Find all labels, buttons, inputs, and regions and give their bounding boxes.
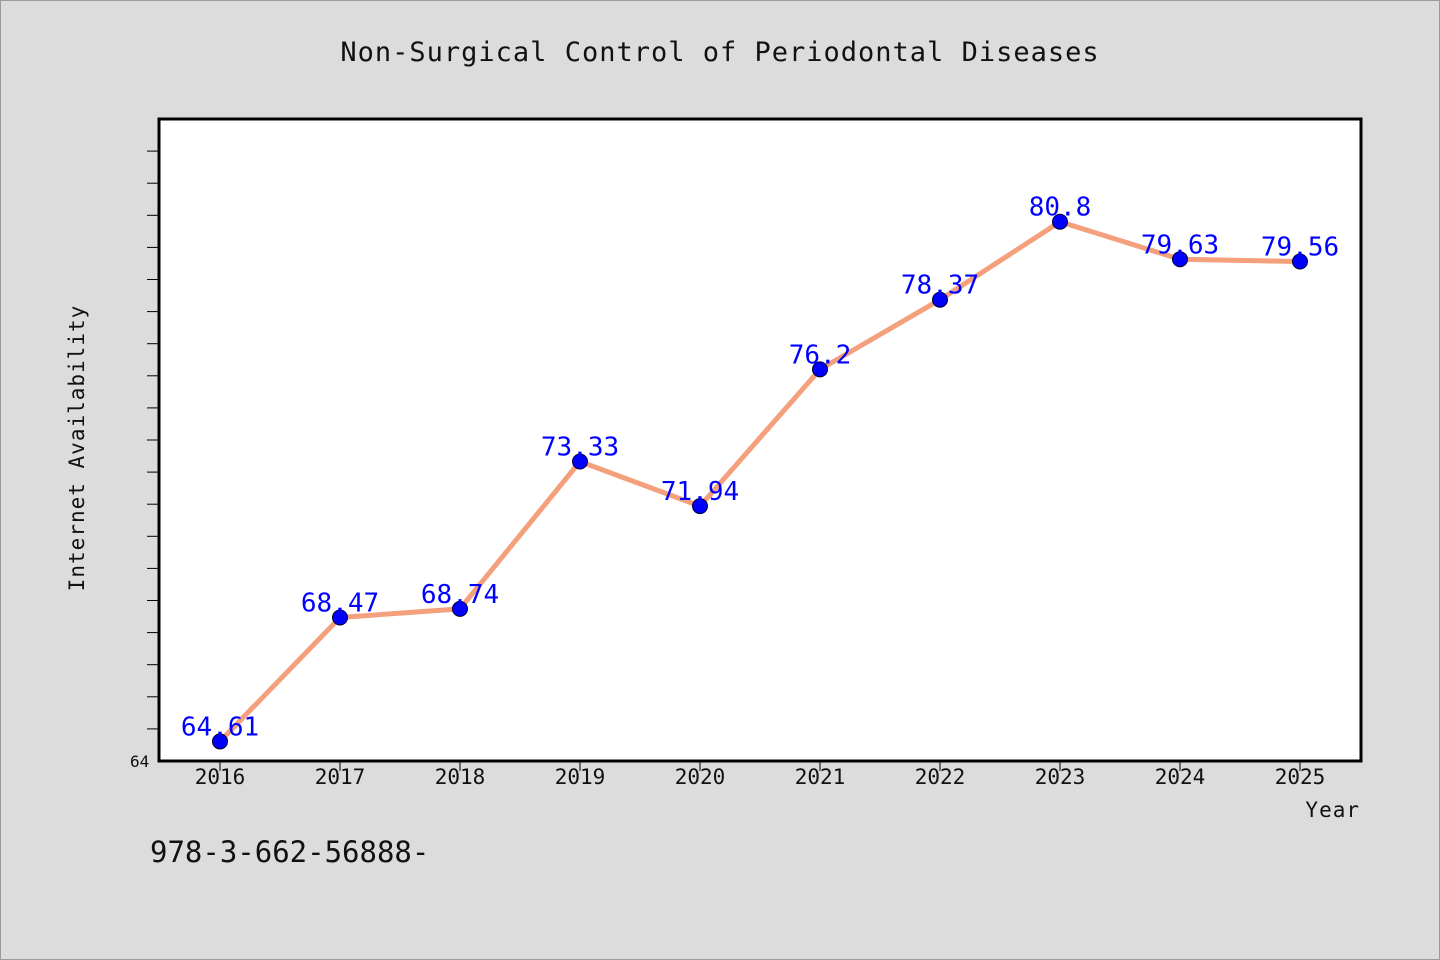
- x-tick-label: 2020: [675, 765, 726, 789]
- plot-border: [157, 117, 1363, 763]
- data-label: 68.47: [301, 589, 379, 619]
- x-tick-label: 2017: [315, 765, 366, 789]
- data-label: 64.61: [181, 712, 259, 742]
- data-label: 80.8: [1029, 193, 1092, 223]
- x-tick-label: 2022: [915, 765, 966, 789]
- data-label: 68.74: [421, 580, 499, 610]
- data-label: 79.56: [1261, 233, 1339, 263]
- data-label: 71.94: [661, 477, 739, 507]
- x-axis-ticks: 2016 2017 2018 2019 2020 2021 2022 2023 2024 2025: [195, 761, 1326, 789]
- data-point: [1292, 253, 1308, 270]
- data-label: 79.63: [1141, 230, 1219, 260]
- data-point: [692, 498, 708, 515]
- x-tick-label: 2025: [1275, 765, 1326, 789]
- footer-text: 978-3-662-56888-: [150, 835, 429, 869]
- data-labels: 64.61 68.47 68.74 73.33 71.94 76.2 78.37 80.8 79…: [181, 193, 1339, 743]
- x-axis-label: Year: [1305, 798, 1360, 822]
- data-label: 76.2: [789, 340, 852, 370]
- data-point: [1172, 251, 1188, 268]
- data-point: [812, 361, 828, 378]
- series-markers: [212, 213, 1308, 750]
- y-axis-ticks: [147, 150, 159, 730]
- data-label: 73.33: [541, 433, 619, 463]
- data-point: [212, 733, 228, 750]
- x-tick-label: 2021: [795, 765, 846, 789]
- y-tick-label: 64: [130, 752, 149, 771]
- chart-title: Non-Surgical Control of Periodontal Dise…: [340, 37, 1099, 68]
- data-point: [452, 600, 468, 617]
- x-tick-label: 2023: [1035, 765, 1086, 789]
- x-tick-label: 2024: [1155, 765, 1206, 789]
- y-axis-label: Internet Availability: [65, 305, 89, 592]
- data-point: [932, 291, 948, 308]
- data-point: [572, 453, 588, 470]
- x-tick-label: 2019: [555, 765, 606, 789]
- series-line: [218, 219, 1301, 744]
- data-point: [1052, 213, 1068, 230]
- x-tick-label: 2018: [435, 765, 486, 789]
- data-point: [332, 609, 348, 626]
- x-tick-label: 2016: [195, 765, 246, 789]
- data-label: 78.37: [901, 271, 979, 301]
